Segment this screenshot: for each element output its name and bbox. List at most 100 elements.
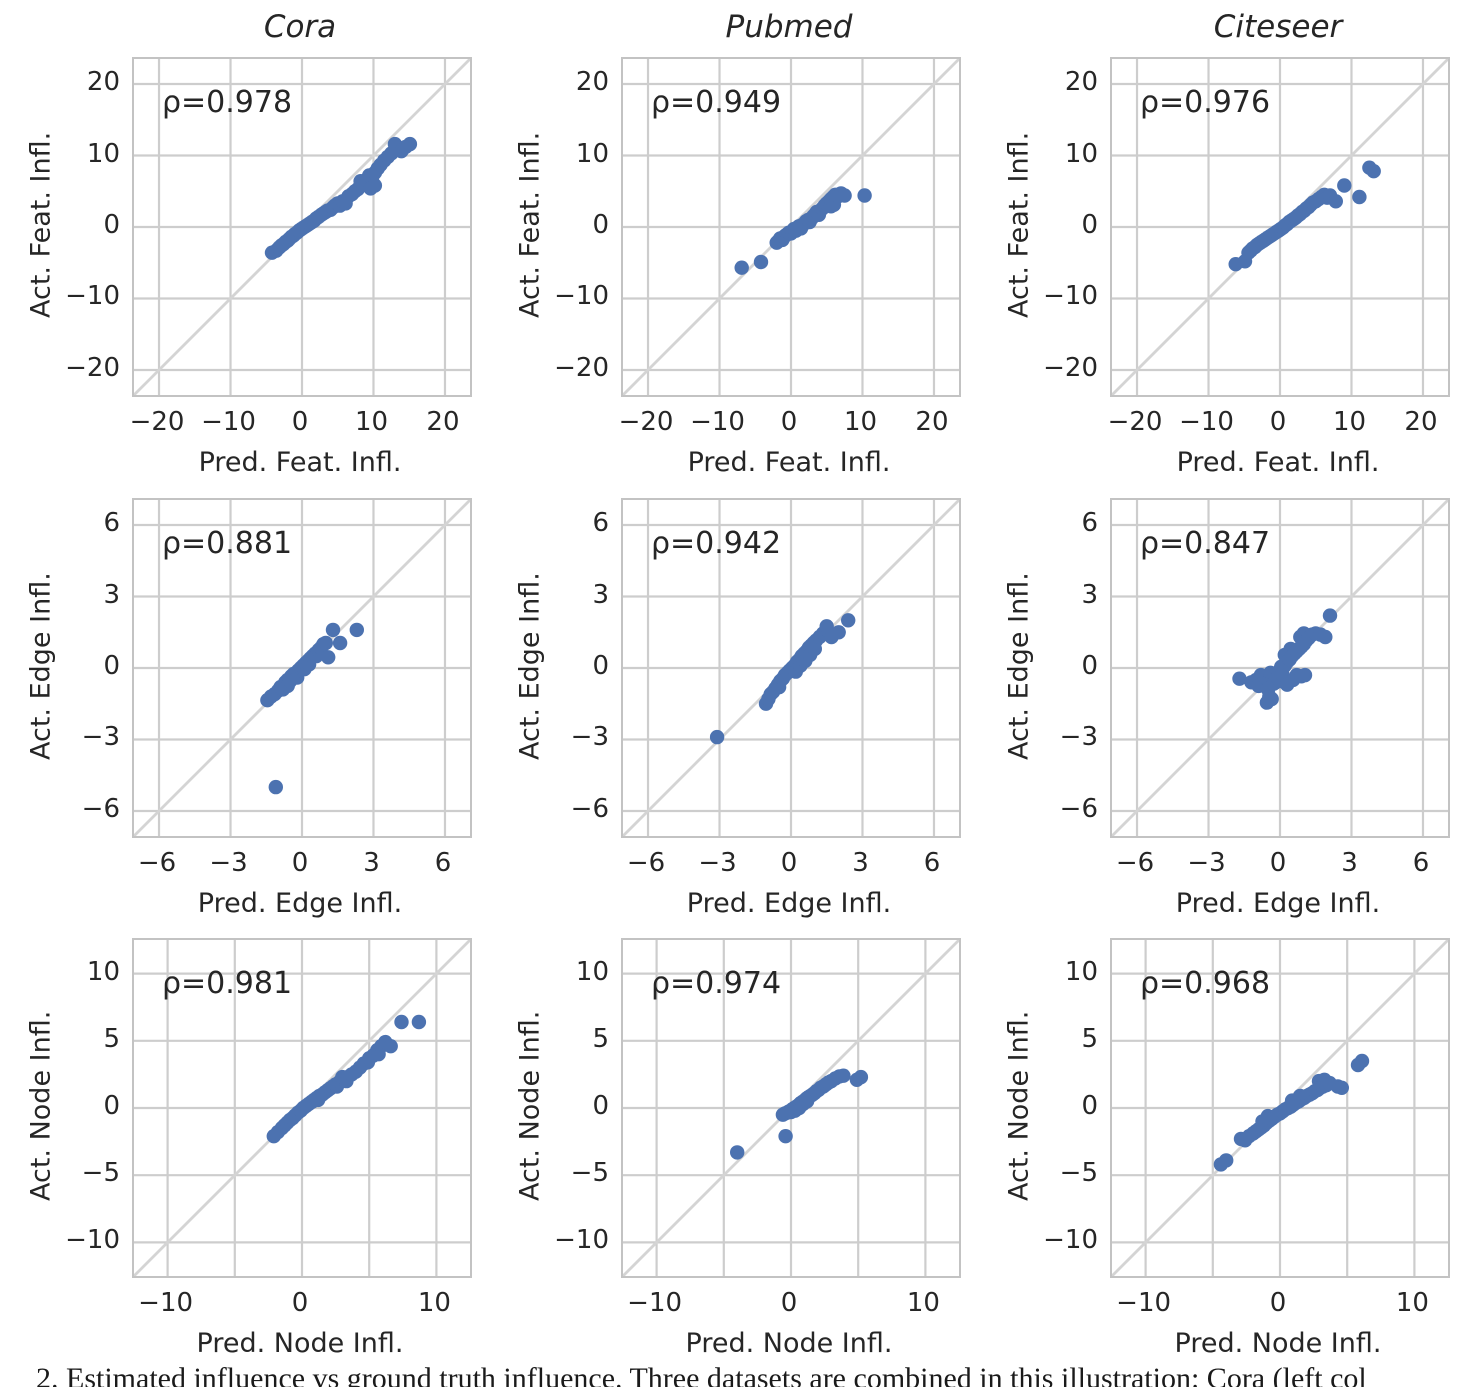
correlation-annotation: ρ=0.942 <box>651 526 782 561</box>
x-tick-label: 3 <box>852 848 869 878</box>
data-point <box>1337 178 1352 193</box>
x-axis-label: Pred. Node Infl. <box>685 1328 893 1359</box>
y-tick-label: −6 <box>1059 793 1098 824</box>
data-point <box>1328 194 1343 209</box>
x-axis-label: Pred. Feat. Infl. <box>687 447 891 478</box>
x-tick-label: −10 <box>1179 407 1234 437</box>
subplot-title: Pubmed <box>725 9 853 45</box>
scatter-canvas <box>134 59 470 395</box>
data-point <box>841 613 856 628</box>
y-tick-label: 10 <box>1064 138 1098 169</box>
data-point <box>349 622 364 638</box>
x-tick-label: 20 <box>426 407 460 437</box>
x-tick-label: 10 <box>1332 407 1367 437</box>
subplot-cora-edge: Act. Edge Infl. ρ=0.881 Pred. Edge Infl.… <box>18 448 478 944</box>
y-tick-label: −20 <box>1043 352 1098 383</box>
y-tick-label: 20 <box>86 67 120 98</box>
y-tick-label: 5 <box>103 1023 120 1054</box>
y-tick-label: 10 <box>575 956 609 987</box>
data-point <box>709 729 725 745</box>
y-tick-label: −5 <box>81 1158 120 1189</box>
data-point <box>753 254 769 270</box>
data-point <box>383 1039 398 1054</box>
y-tick-label: 0 <box>592 651 609 681</box>
figure-caption: 2. Estimated influence vs ground truth i… <box>36 1362 1367 1387</box>
data-point <box>831 625 846 640</box>
data-point <box>836 1068 851 1083</box>
data-point <box>1354 1053 1370 1069</box>
y-tick-label: 0 <box>1081 651 1098 681</box>
y-tick-label: −3 <box>570 722 609 753</box>
data-point <box>734 260 749 275</box>
x-tick-label: −10 <box>1116 1288 1172 1318</box>
x-tick-label: 20 <box>915 407 949 437</box>
x-axis-label: Pred. Feat. Infl. <box>198 447 402 478</box>
y-tick-label: 3 <box>103 579 120 610</box>
y-tick-label: −20 <box>65 352 120 383</box>
data-point <box>367 178 383 193</box>
data-point <box>402 136 418 152</box>
x-tick-label: 0 <box>291 407 309 437</box>
x-tick-label: 3 <box>363 848 380 878</box>
plot-area: ρ=0.974 <box>621 938 961 1278</box>
x-tick-label: −3 <box>698 848 737 878</box>
y-tick-label: −10 <box>65 1225 120 1256</box>
x-tick-label: 0 <box>780 407 798 437</box>
x-tick-label: 0 <box>780 848 798 878</box>
data-point <box>394 1014 409 1030</box>
y-tick-label: −10 <box>65 281 120 312</box>
y-tick-label: 10 <box>575 138 609 169</box>
x-tick-label: −10 <box>627 1288 683 1318</box>
x-tick-label: −20 <box>129 407 185 437</box>
x-tick-label: −20 <box>618 407 674 437</box>
scatter-canvas <box>623 500 959 836</box>
y-tick-label: 0 <box>103 210 120 240</box>
scatter-canvas <box>1112 940 1448 1276</box>
x-tick-label: 3 <box>1341 848 1358 878</box>
x-axis-label: Pred. Node Infl. <box>196 1328 404 1359</box>
correlation-annotation: ρ=0.981 <box>162 966 293 1001</box>
x-axis-label: Pred. Edge Infl. <box>1175 888 1381 919</box>
y-tick-label: −10 <box>1043 281 1098 312</box>
correlation-annotation: ρ=0.974 <box>651 966 782 1001</box>
correlation-annotation: ρ=0.949 <box>651 85 782 120</box>
subplot-pubmed-node: Act. Node Infl. ρ=0.974 Pred. Node Infl.… <box>507 888 967 1384</box>
subplot-citeseer-node: Act. Node Infl. ρ=0.968 Pred. Node Infl.… <box>996 888 1456 1384</box>
y-tick-label: 0 <box>103 1091 120 1121</box>
y-tick-label: 10 <box>86 138 120 169</box>
plot-area: ρ=0.942 <box>621 498 961 838</box>
x-tick-label: −6 <box>1115 848 1155 878</box>
subplot-citeseer-feat: Citeseer Act. Feat. Infl. ρ=0.976 Pred. … <box>996 7 1456 503</box>
x-tick-label: −10 <box>690 407 745 437</box>
y-tick-label: 6 <box>103 508 120 539</box>
correlation-annotation: ρ=0.881 <box>162 526 293 561</box>
plot-area: ρ=0.881 <box>132 498 472 838</box>
plot-area: ρ=0.949 <box>621 57 961 397</box>
y-tick-label: −20 <box>554 352 609 383</box>
correlation-annotation: ρ=0.978 <box>162 85 293 120</box>
y-tick-label: 3 <box>1081 579 1098 610</box>
scatter-canvas <box>623 940 959 1276</box>
data-point <box>1232 671 1247 686</box>
y-tick-label: −5 <box>1059 1158 1098 1189</box>
x-axis-label: Pred. Edge Infl. <box>197 888 403 919</box>
x-tick-label: 0 <box>1269 848 1287 878</box>
x-axis-label: Pred. Feat. Infl. <box>1176 447 1380 478</box>
x-tick-label: 6 <box>1412 848 1430 878</box>
x-tick-label: 10 <box>906 1288 940 1318</box>
plot-area: ρ=0.976 <box>1110 57 1450 397</box>
data-point <box>1352 189 1367 205</box>
y-tick-label: 0 <box>592 210 609 240</box>
x-tick-label: 6 <box>923 848 941 878</box>
y-tick-label: 0 <box>592 1091 609 1121</box>
x-tick-label: 10 <box>354 407 389 437</box>
y-tick-label: −3 <box>1059 722 1098 753</box>
data-point <box>325 622 341 638</box>
correlation-annotation: ρ=0.968 <box>1140 966 1271 1001</box>
y-tick-label: −10 <box>554 1225 609 1256</box>
x-axis-label: Pred. Node Infl. <box>1174 1328 1382 1359</box>
x-tick-label: −20 <box>1107 407 1163 437</box>
y-tick-label: 6 <box>1081 508 1098 539</box>
data-point <box>332 635 348 651</box>
data-point <box>1219 1153 1234 1168</box>
